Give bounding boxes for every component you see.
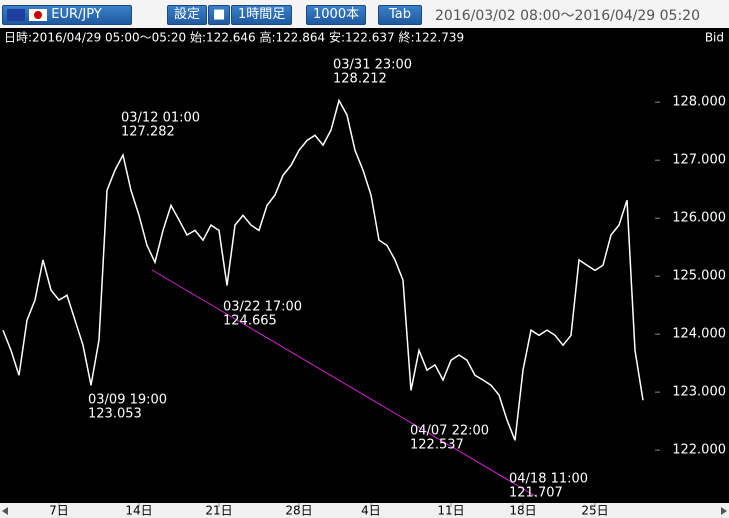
annotation-time: 03/12 01:00 [121,111,200,126]
annotation-price: 128.212 [333,72,387,87]
y-tick-label: 126.000 [672,211,726,226]
settings-button[interactable]: 設定 [167,5,208,25]
y-tick-label: 123.000 [672,385,726,400]
annotation-time: 04/07 22:00 [410,424,489,439]
x-tick-label: 25日 [581,504,608,518]
ohlc-info: 日時:2016/04/29 05:00～05:20 始:122.646 高:12… [4,30,464,45]
timeframe-button[interactable]: 1時間足 [231,5,293,25]
annotation-price: 123.053 [88,407,142,422]
annotation-time: 03/09 19:00 [88,393,167,408]
jp-flag [29,8,48,21]
icon-button[interactable]: ■ [208,5,231,25]
annotation-price: 122.537 [410,438,464,453]
y-tick-label: 125.000 [672,269,726,284]
toolbar: EUR/JPY 設定 ■ 1時間足 1000本 Tab 2016/03/02 0… [0,0,729,28]
annotation-time: 04/18 11:00 [509,472,588,487]
x-axis-strip [0,503,729,518]
x-tick-label: 4日 [361,504,381,518]
scroll-right[interactable] [721,507,727,515]
annotation-price: 127.282 [121,125,175,140]
x-tick-label: 14日 [125,504,152,518]
symbol-button[interactable]: EUR/JPY [2,5,132,25]
y-tick-label: 124.000 [672,327,726,342]
y-tick-label: 122.000 [672,443,726,458]
count-button[interactable]: 1000本 [306,5,367,25]
x-tick-label: 7日 [49,504,69,518]
y-tick-label: 127.000 [672,153,726,168]
annotation-time: 03/31 23:00 [333,58,412,73]
x-tick-label: 11日 [437,504,464,518]
date-range: 2016/03/02 08:00～2016/04/29 05:20 [435,8,700,24]
annotation-price: 124.665 [223,314,277,329]
y-tick-label: 128.000 [672,95,726,110]
chart-background [0,28,729,503]
price-line [2,98,644,441]
x-tick-label: 18日 [509,504,536,518]
eu-flag [7,8,25,21]
x-tick-label: 21日 [205,504,232,518]
symbol: EUR/JPY [51,7,102,22]
scroll-left[interactable] [2,507,8,515]
trend-line [151,269,538,498]
tab-button[interactable]: Tab [378,5,423,25]
price-side: Bid [705,31,724,45]
annotation-time: 03/22 17:00 [223,300,302,315]
chart: 日時:2016/04/29 05:00～05:20 始:122.646 高:12… [0,28,729,518]
x-tick-label: 28日 [285,504,312,518]
annotation-price: 121.707 [509,486,563,501]
